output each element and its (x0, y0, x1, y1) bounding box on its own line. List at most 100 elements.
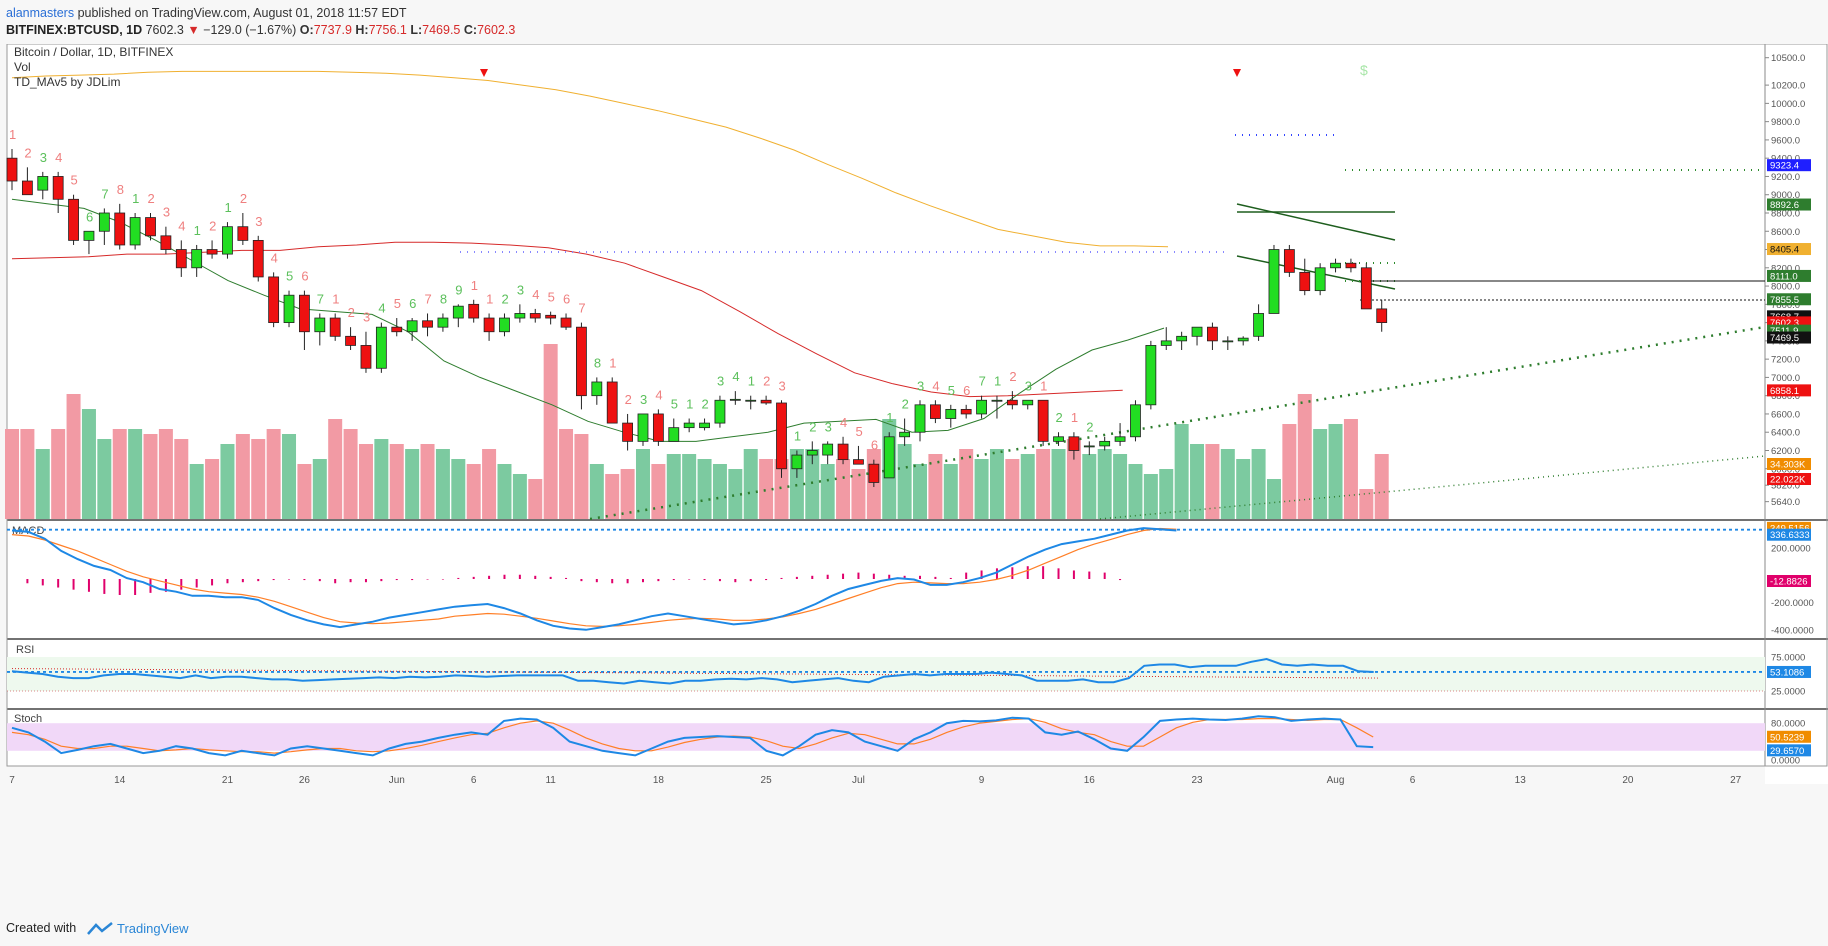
td-count-label: 6 (963, 383, 970, 398)
td-count-label: 4 (378, 301, 385, 316)
volume-bar (897, 444, 912, 519)
tradingview-link[interactable]: TradingView (117, 921, 189, 936)
volume-bar (51, 429, 66, 519)
volume-bar (589, 464, 604, 519)
volume-bar (1113, 454, 1128, 519)
volume-bar (1097, 449, 1112, 519)
volume-bar (251, 439, 266, 519)
high-value: 7756.1 (368, 23, 407, 37)
volume-bar (1005, 459, 1020, 519)
volume-bar (943, 464, 958, 519)
price-axis-tick-label: 7800.0 (1771, 300, 1800, 311)
candle-body (853, 459, 864, 465)
volume-bar (451, 459, 466, 519)
td-count-label: 5 (855, 424, 862, 439)
td-count-label: 2 (702, 397, 709, 412)
price-axis-marker-label: 34.303K (1770, 460, 1806, 471)
candle-body (1160, 340, 1172, 346)
candle-body (1191, 326, 1203, 337)
candle-body (914, 404, 926, 433)
td-count-label: 3 (163, 205, 170, 220)
candle-body (976, 399, 987, 415)
td-count-label: 1 (194, 223, 201, 238)
td-count-label: 1 (132, 191, 139, 206)
last-price: 7602.3 (145, 23, 184, 37)
volume-bar (820, 464, 835, 519)
volume-bar (605, 474, 620, 519)
stoch-axis-tick-label: 80.0000 (1771, 719, 1805, 730)
candle-body (776, 402, 787, 470)
td-count-label: 1 (886, 410, 893, 425)
td-count-label: 1 (686, 397, 693, 412)
rsi-trendline (11, 668, 1381, 679)
volume-bar (66, 394, 81, 519)
candle-body (760, 399, 772, 404)
candle-body (837, 443, 849, 461)
chart-legend-title: Bitcoin / Dollar, 1D, BITFINEX (14, 45, 173, 59)
candle-body (1345, 262, 1357, 269)
price-axis-tick-label: 7200.0 (1771, 355, 1800, 366)
candle-body (114, 212, 126, 246)
volume-bar (1082, 454, 1097, 519)
price-axis-marker-label: 7855.5 (1770, 295, 1799, 306)
rsi-axis-tick-label: 75.0000 (1771, 653, 1805, 664)
candle-body (299, 294, 310, 333)
volume-bar (1220, 449, 1235, 519)
td-count-label: 3 (717, 374, 724, 389)
candle-body (1083, 445, 1095, 448)
stoch-axis-marker (1767, 730, 1811, 743)
volume-bar (389, 444, 404, 519)
chart-header: alanmasters published on TradingView.com… (0, 0, 1828, 44)
volume-bar (1251, 449, 1266, 519)
macd-axis-tick-label: -400.0000 (1771, 625, 1814, 636)
candle-body (652, 413, 664, 442)
candle-body (452, 305, 464, 319)
td-count-label: 7 (578, 301, 585, 316)
price-axis-tick-label: 8200.0 (1771, 263, 1800, 274)
candle-body (1053, 436, 1064, 442)
time-axis-tick-label: 6 (1410, 775, 1416, 786)
td-count-label: 3 (779, 378, 786, 393)
candle-body (160, 235, 172, 250)
td-count-label: 6 (301, 269, 308, 284)
stoch-axis-marker-label: 50.5239 (1770, 732, 1804, 743)
time-axis-tick-label: 23 (1191, 775, 1203, 786)
candle-body (252, 239, 264, 278)
candle-body (37, 176, 49, 191)
volume-bar (1051, 449, 1066, 519)
low-value: 7469.5 (422, 23, 461, 37)
stoch-axis-tick-label: 0.0000 (1771, 756, 1800, 767)
volume-bar (220, 444, 235, 519)
volume-bar (635, 449, 650, 519)
candle-body (791, 454, 803, 470)
volume-bar (81, 409, 96, 519)
td-count-label: 3 (517, 282, 524, 297)
chart-canvas[interactable]: 5640.05820.06000.06200.06400.06600.06800… (0, 44, 1828, 910)
ma-orange-line (11, 70, 1169, 248)
rsi-axis-marker-label: 53.1086 (1770, 667, 1804, 678)
td-count-label: 7 (317, 291, 324, 306)
td-count-label: 3 (40, 150, 47, 165)
volume-bar (1066, 439, 1081, 519)
td-count-label: 4 (271, 250, 278, 265)
price-axis-marker (1767, 269, 1811, 282)
volume-bar (1159, 469, 1174, 519)
volume-bar (174, 439, 189, 519)
open-label: O: (299, 23, 314, 37)
volume-bar (1205, 444, 1220, 519)
channel-top (1236, 203, 1396, 241)
td-count-label: 2 (240, 191, 247, 206)
td-count-label: 1 (794, 428, 801, 443)
volume-bar (712, 464, 727, 519)
candle-body (514, 313, 526, 319)
time-axis-tick-label: 6 (471, 775, 477, 786)
author-link[interactable]: alanmasters (6, 6, 75, 20)
volume-bar (1328, 424, 1343, 519)
candle-body (806, 450, 818, 456)
price-axis-tick-label: 10000.0 (1771, 99, 1805, 110)
volume-bar (482, 449, 497, 519)
price-axis-tick-label: 8600.0 (1771, 227, 1800, 238)
td-count-label: 5 (948, 383, 955, 398)
volume-bar (97, 439, 112, 519)
volume-bar (697, 459, 712, 519)
